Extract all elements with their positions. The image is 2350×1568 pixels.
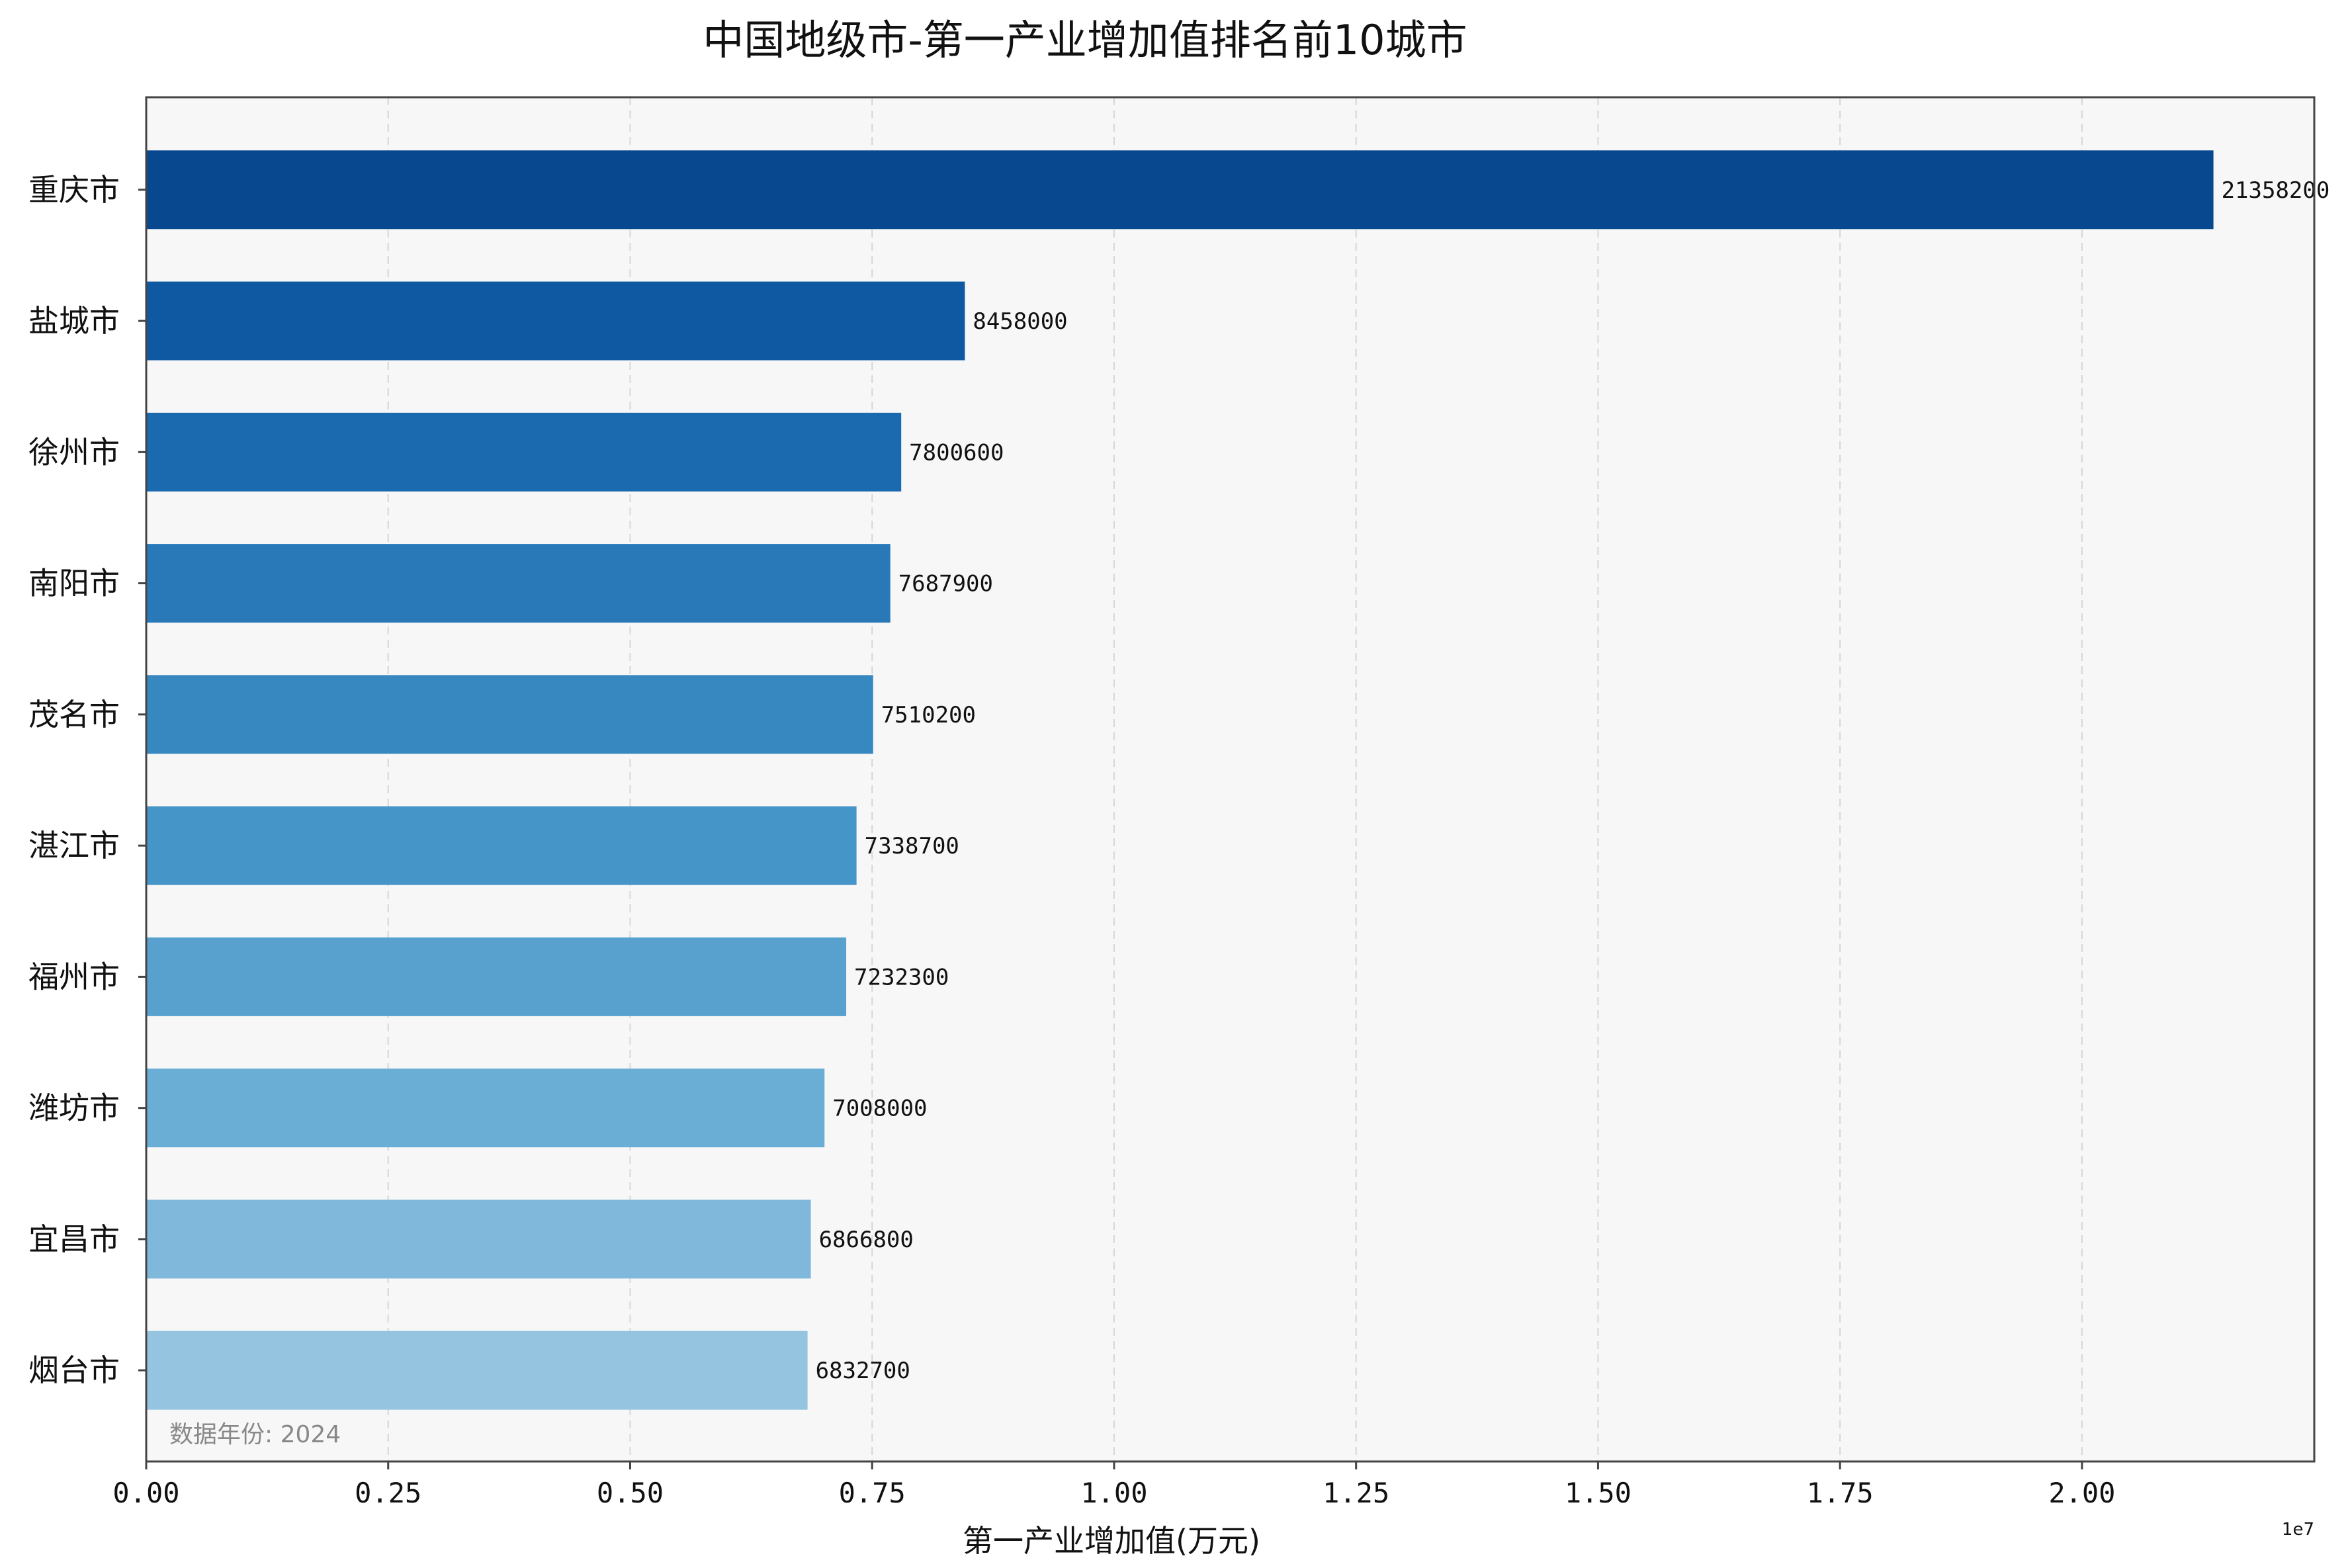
bar (146, 544, 891, 623)
plot-frame (145, 96, 2316, 1463)
bar-value-label: 6832700 (816, 1358, 910, 1384)
bar (146, 1068, 825, 1148)
y-tick-label: 烟台市 (28, 1352, 120, 1388)
x-tick-label: 0.25 (355, 1477, 421, 1509)
bar (146, 1330, 808, 1410)
y-tick-label: 宜昌市 (28, 1221, 120, 1257)
bar (146, 1199, 811, 1279)
bar-value-label: 6866800 (819, 1227, 914, 1253)
x-tick-label: 0.00 (112, 1477, 179, 1509)
data-year-note: 数据年份: 2024 (169, 1421, 341, 1448)
y-tick-label: 潍坊市 (28, 1090, 120, 1126)
bar (146, 150, 2214, 230)
x-tick-label: 1.75 (1807, 1477, 1874, 1509)
bar (146, 806, 857, 885)
bar-value-label: 7232300 (854, 964, 949, 990)
x-axis-offset-label: 1e7 (2282, 1520, 2314, 1540)
y-tick-label: 重庆市 (28, 172, 120, 208)
x-tick-label: 0.50 (597, 1477, 664, 1509)
chart-title: 中国地级市-第一产业增加值排名前10城市 (703, 16, 1467, 64)
y-tick-label: 徐州市 (28, 434, 120, 470)
x-tick-label: 1.00 (1080, 1477, 1147, 1509)
y-tick-label: 湛江市 (28, 828, 120, 863)
x-tick-label: 1.50 (1565, 1477, 1632, 1509)
x-axis-label: 第一产业增加值(万元) (963, 1523, 1260, 1559)
bar-value-label: 7510200 (881, 702, 976, 728)
x-tick-label: 0.75 (839, 1477, 906, 1509)
bar-value-label: 7687900 (898, 571, 993, 597)
y-tick-label: 福州市 (28, 959, 120, 994)
bar (146, 412, 902, 492)
bar-value-label: 21358200 (2222, 177, 2330, 204)
bar (146, 281, 965, 361)
bar (146, 937, 847, 1016)
bar (146, 675, 873, 754)
x-tick-label: 2.00 (2048, 1477, 2115, 1509)
bar-value-label: 7338700 (865, 833, 959, 859)
y-tick-label: 盐城市 (28, 303, 120, 339)
bar-value-label: 7800600 (909, 439, 1004, 466)
y-tick-label: 茂名市 (28, 697, 120, 732)
bar-value-label: 7008000 (832, 1096, 927, 1122)
bars: 21358200 8458000 7800600 7687900 7510200 7338… (146, 150, 2330, 1410)
y-tick-label: 南阳市 (28, 566, 120, 601)
ticks: 0.00 0.25 0.50 0.75 1.00 1.25 1.50 1.75 2.00 重庆市盐… (28, 172, 2115, 1509)
bar-value-label: 8458000 (973, 308, 1067, 335)
x-tick-label: 1.25 (1323, 1477, 1389, 1509)
